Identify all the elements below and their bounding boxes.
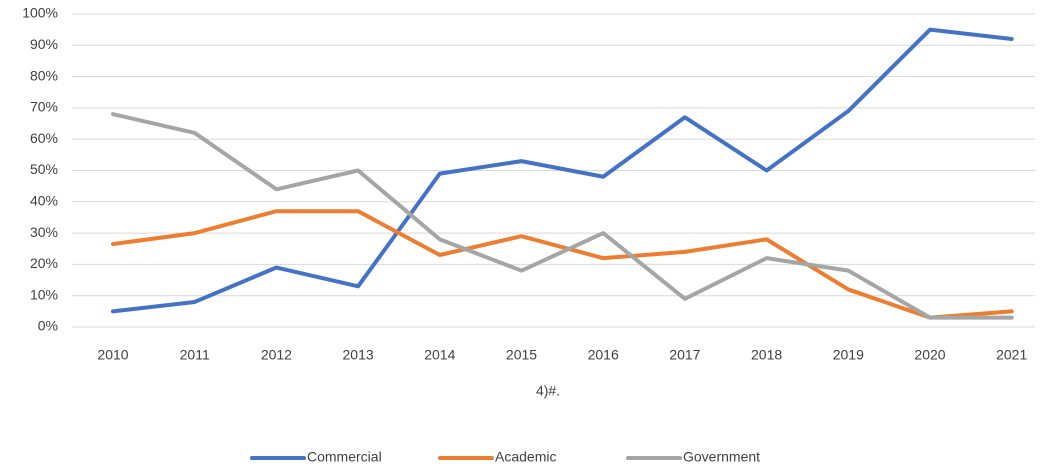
legend-label: Commercial [307, 449, 382, 465]
x-tick-label: 2012 [261, 347, 292, 363]
y-tick-label: 90% [30, 36, 58, 52]
x-tick-label: 2010 [97, 347, 128, 363]
y-tick-label: 40% [30, 193, 58, 209]
x-tick-label: 2019 [833, 347, 864, 363]
x-tick-label: 2015 [506, 347, 537, 363]
y-tick-label: 30% [30, 224, 58, 240]
y-tick-label: 80% [30, 67, 58, 83]
data-line [111, 112, 1014, 320]
legend-label: Government [683, 449, 760, 465]
x-tick-label: 2018 [751, 347, 782, 363]
data-line [111, 27, 1014, 314]
x-tick-label: 2021 [996, 347, 1027, 363]
x-tick-label: 2020 [914, 347, 945, 363]
y-tick-label: 60% [30, 130, 58, 146]
y-tick-label: 0% [38, 318, 58, 334]
legend-label: Academic [495, 449, 556, 465]
x-tick-label: 2017 [669, 347, 700, 363]
x-tick-label: 2014 [424, 347, 455, 363]
data-line [111, 209, 1014, 320]
x-tick-label: 2016 [588, 347, 619, 363]
y-tick-label: 50% [30, 161, 58, 177]
x-tick-label: 2011 [180, 347, 210, 363]
x-tick-label: 2013 [343, 347, 374, 363]
y-tick-label: 20% [30, 255, 58, 271]
x-axis-label: 4)#. [536, 383, 560, 399]
y-tick-label: 10% [30, 286, 58, 302]
y-tick-label: 100% [22, 5, 58, 21]
y-tick-label: 70% [30, 99, 58, 115]
